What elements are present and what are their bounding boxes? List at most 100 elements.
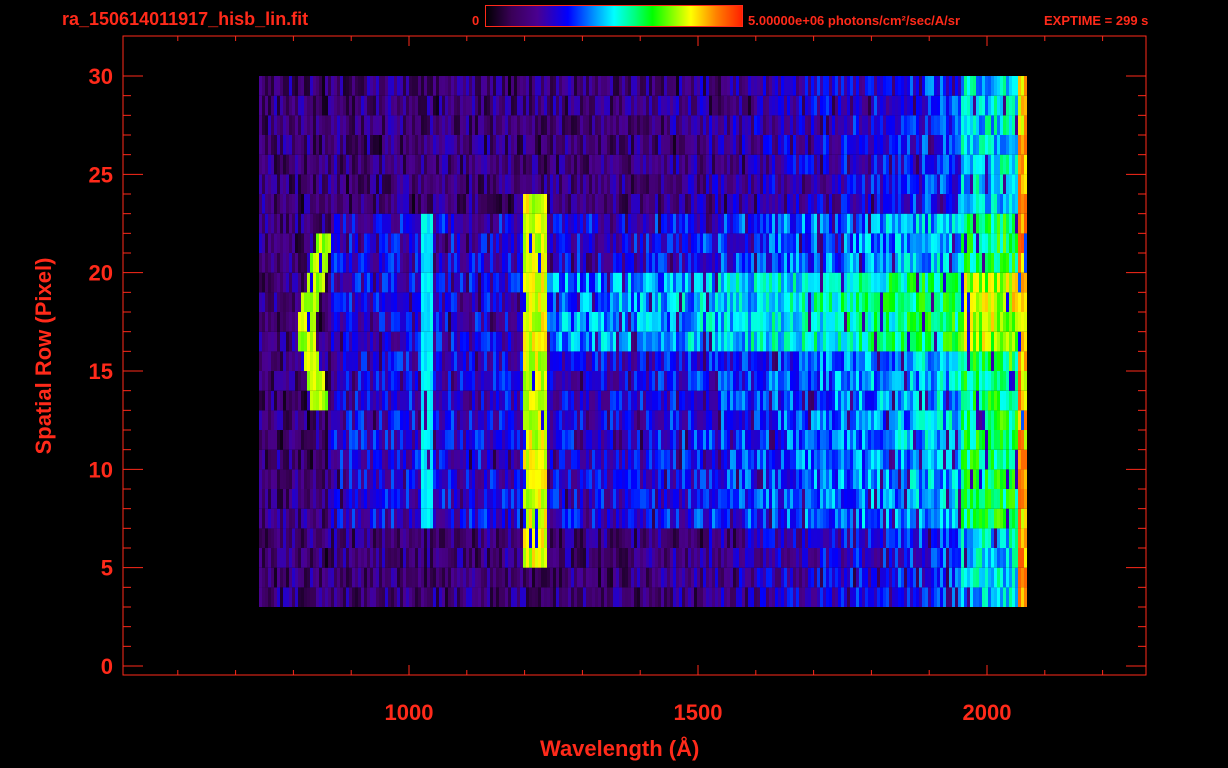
heatmap-cell bbox=[706, 587, 709, 607]
heatmap-cell bbox=[580, 567, 583, 588]
heatmap-cell bbox=[799, 272, 802, 293]
heatmap-cell bbox=[415, 194, 418, 214]
heatmap-cell bbox=[475, 272, 478, 293]
heatmap-cell bbox=[802, 194, 805, 214]
heatmap-cell bbox=[703, 312, 706, 332]
heatmap-cell bbox=[760, 174, 763, 194]
heatmap-cell bbox=[568, 548, 571, 568]
heatmap-cell bbox=[352, 253, 355, 273]
heatmap-cell bbox=[394, 351, 397, 371]
heatmap-cell bbox=[328, 449, 331, 470]
heatmap-cell bbox=[535, 312, 538, 332]
heatmap-cell bbox=[526, 135, 529, 155]
heatmap-cell bbox=[514, 115, 517, 135]
heatmap-cell bbox=[793, 489, 796, 509]
heatmap-cell bbox=[508, 154, 511, 175]
heatmap-cell bbox=[607, 567, 610, 588]
heatmap-cell bbox=[628, 194, 631, 214]
heatmap-cell bbox=[499, 194, 502, 214]
heatmap-cell bbox=[565, 528, 568, 548]
heatmap-cell bbox=[739, 331, 742, 352]
heatmap-cell bbox=[598, 351, 601, 371]
heatmap-cell bbox=[538, 115, 541, 135]
heatmap-cell bbox=[454, 272, 457, 293]
heatmap-cell bbox=[601, 233, 604, 253]
heatmap-cell bbox=[637, 548, 640, 568]
heatmap-cell bbox=[484, 508, 487, 529]
heatmap-cell bbox=[634, 489, 637, 509]
heatmap-cell bbox=[637, 292, 640, 312]
heatmap-cell bbox=[466, 312, 469, 332]
heatmap-cell bbox=[517, 253, 520, 273]
heatmap-cell bbox=[451, 508, 454, 529]
heatmap-cell bbox=[532, 213, 535, 234]
heatmap-cell bbox=[805, 292, 808, 312]
heatmap-cell bbox=[673, 430, 676, 450]
heatmap-cell bbox=[373, 449, 376, 470]
heatmap-cell bbox=[355, 154, 358, 175]
heatmap-cell bbox=[676, 390, 679, 411]
heatmap-cell bbox=[481, 213, 484, 234]
heatmap-cell bbox=[376, 508, 379, 529]
heatmap-cell bbox=[544, 528, 547, 548]
heatmap-cell bbox=[277, 390, 280, 411]
heatmap-cell bbox=[400, 390, 403, 411]
heatmap-cell bbox=[364, 430, 367, 450]
heatmap-cell bbox=[595, 194, 598, 214]
heatmap-cell bbox=[481, 194, 484, 214]
heatmap-cell bbox=[445, 430, 448, 450]
heatmap-cell bbox=[412, 115, 415, 135]
heatmap-cell bbox=[367, 174, 370, 194]
heatmap-cell bbox=[583, 292, 586, 312]
heatmap-cell bbox=[433, 115, 436, 135]
heatmap-cell bbox=[541, 194, 544, 214]
heatmap-cell bbox=[805, 95, 808, 116]
heatmap-cell bbox=[610, 312, 613, 332]
heatmap-cell bbox=[580, 528, 583, 548]
heatmap-cell bbox=[517, 95, 520, 116]
heatmap-cell bbox=[499, 567, 502, 588]
heatmap-cell bbox=[337, 292, 340, 312]
heatmap-cell bbox=[745, 135, 748, 155]
heatmap-cell bbox=[796, 253, 799, 273]
heatmap-cell bbox=[283, 95, 286, 116]
heatmap-cell bbox=[769, 410, 772, 430]
heatmap-cell bbox=[427, 351, 430, 371]
heatmap-cell bbox=[262, 95, 265, 116]
heatmap-cell bbox=[334, 351, 337, 371]
heatmap-cell bbox=[673, 410, 676, 430]
heatmap-cell bbox=[574, 233, 577, 253]
heatmap-cell bbox=[457, 135, 460, 155]
heatmap-cell bbox=[541, 174, 544, 194]
heatmap-cell bbox=[733, 548, 736, 568]
heatmap-cell bbox=[538, 410, 541, 430]
heatmap-cell bbox=[556, 135, 559, 155]
heatmap-cell bbox=[451, 135, 454, 155]
heatmap-cell bbox=[448, 390, 451, 411]
heatmap-cell bbox=[436, 351, 439, 371]
heatmap-cell bbox=[295, 174, 298, 194]
heatmap-cell bbox=[424, 449, 427, 470]
heatmap-cell bbox=[394, 253, 397, 273]
heatmap-cell bbox=[559, 331, 562, 352]
heatmap-cell bbox=[433, 95, 436, 116]
heatmap-cell bbox=[367, 567, 370, 588]
heatmap-cell bbox=[352, 95, 355, 116]
heatmap-cell bbox=[307, 587, 310, 607]
heatmap-cell bbox=[628, 371, 631, 391]
heatmap-cell bbox=[637, 371, 640, 391]
heatmap-cell bbox=[688, 174, 691, 194]
heatmap-cell bbox=[307, 76, 310, 96]
heatmap-cell bbox=[790, 331, 793, 352]
heatmap-cell bbox=[262, 469, 265, 489]
heatmap-cell bbox=[484, 95, 487, 116]
heatmap-cell bbox=[808, 154, 811, 175]
heatmap-cell bbox=[367, 351, 370, 371]
heatmap-cell bbox=[571, 449, 574, 470]
heatmap-cell bbox=[304, 430, 307, 450]
heatmap-cell bbox=[277, 489, 280, 509]
heatmap-cell bbox=[796, 194, 799, 214]
heatmap-cell bbox=[811, 194, 814, 214]
heatmap-cell bbox=[712, 135, 715, 155]
heatmap-cell bbox=[697, 115, 700, 135]
